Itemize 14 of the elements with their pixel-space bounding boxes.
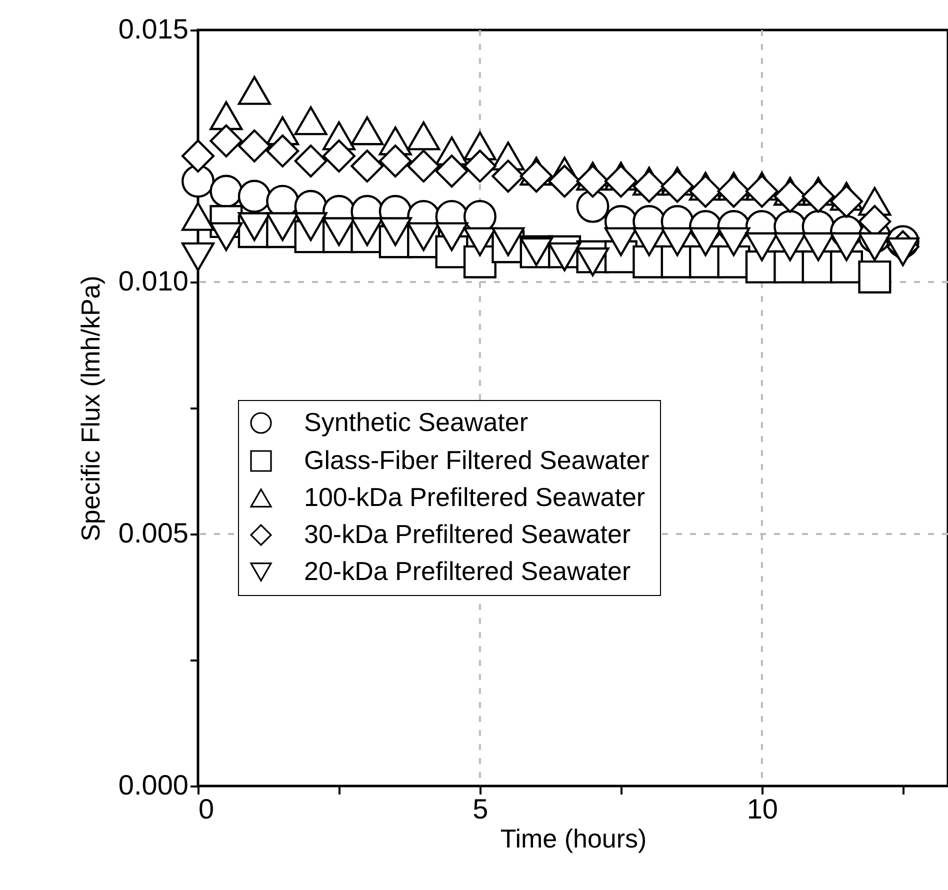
legend-label: Synthetic Seawater (304, 407, 528, 437)
legend-label: Glass-Fiber Filtered Seawater (304, 445, 650, 475)
y-axis-title: Specific Flux (lmh/kPa) (75, 276, 106, 542)
x-axis-title: Time (hours) (500, 824, 647, 854)
y-tick-label: 0.005 (118, 518, 188, 548)
y-tick-label: 0.010 (118, 266, 188, 296)
x-tick-label: 5 (472, 794, 488, 824)
y-tick-label: 0.000 (118, 770, 188, 800)
x-tick-label: 10 (746, 794, 778, 824)
legend-label: 30-kDa Prefiltered Seawater (304, 519, 631, 549)
legend-label: 100-kDa Prefiltered Seawater (304, 482, 646, 512)
y-tick-label: 0.015 (118, 14, 188, 44)
x-tick-label: 0 (198, 794, 214, 824)
legend-label: 20-kDa Prefiltered Seawater (304, 556, 631, 586)
